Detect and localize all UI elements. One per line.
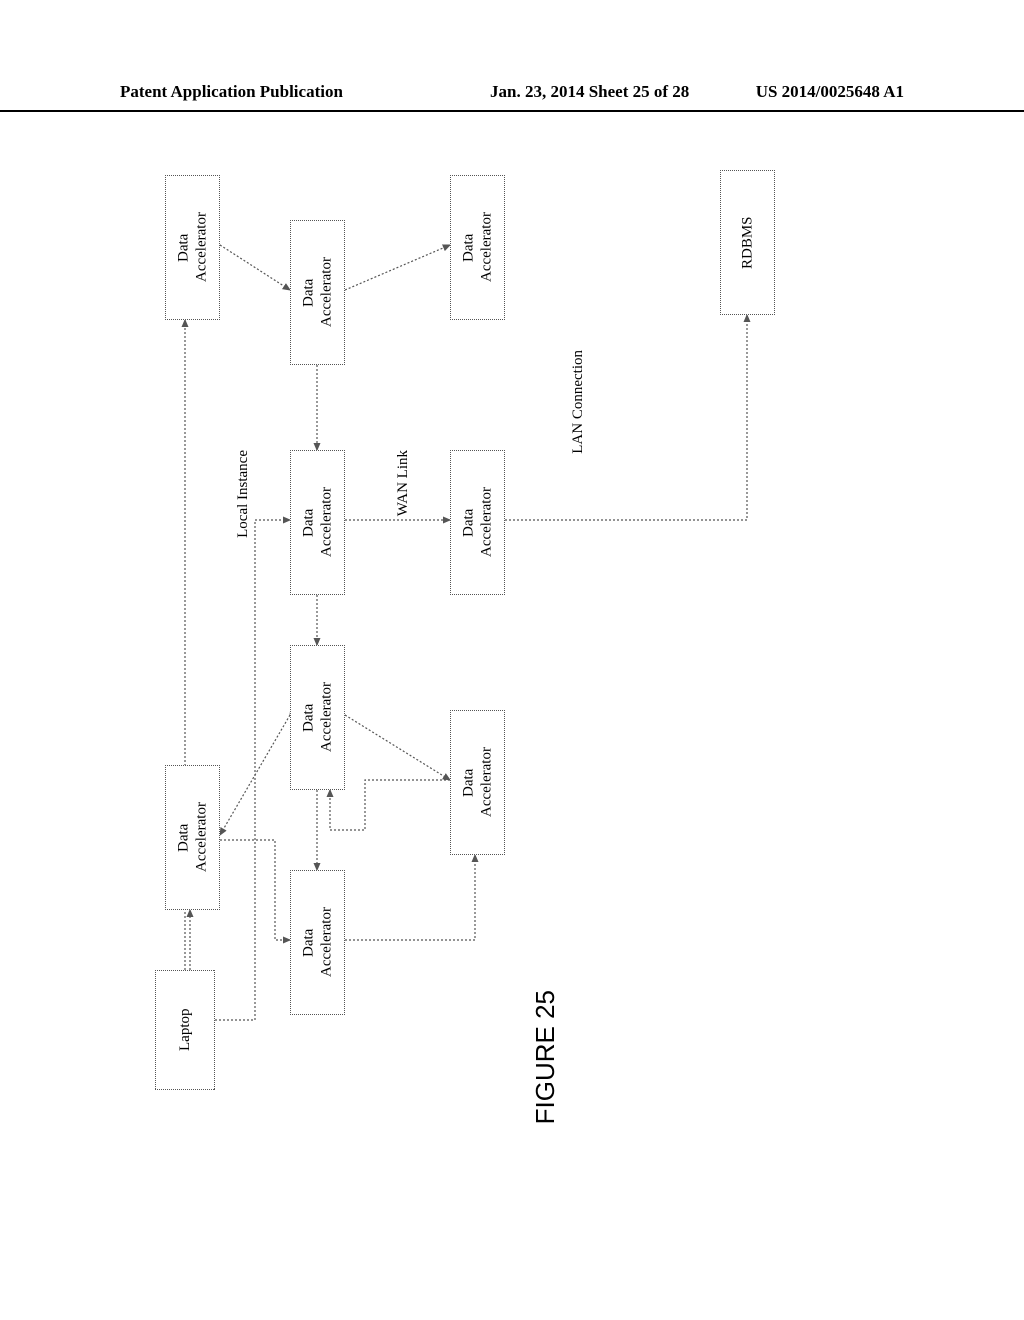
node-da_bl: DataAccelerator: [165, 765, 220, 910]
page: Patent Application Publication Jan. 23, …: [0, 0, 1024, 1320]
node-label: DataAccelerator: [300, 488, 336, 558]
edge: [505, 315, 747, 520]
edge-label: LAN Connection: [570, 350, 587, 454]
edge: [215, 520, 290, 1020]
edge: [220, 245, 290, 290]
node-da_tl: DataAccelerator: [165, 175, 220, 320]
page-header: Patent Application Publication Jan. 23, …: [0, 82, 1024, 112]
edge-label: WAN Link: [395, 450, 412, 516]
node-label: DataAccelerator: [300, 908, 336, 978]
node-label: DataAccelerator: [460, 213, 496, 283]
node-da_br: DataAccelerator: [290, 870, 345, 1015]
node-label: DataAccelerator: [175, 213, 211, 283]
node-label: DataAccelerator: [460, 488, 496, 558]
node-label: DataAccelerator: [460, 748, 496, 818]
edge: [345, 245, 450, 290]
header-left-text: Patent Application Publication: [120, 82, 343, 102]
node-da_tr: DataAccelerator: [450, 175, 505, 320]
node-label: RDBMS: [739, 216, 757, 269]
edge: [220, 715, 290, 835]
edge: [345, 855, 475, 940]
node-label: DataAccelerator: [300, 683, 336, 753]
node-da_r: DataAccelerator: [450, 710, 505, 855]
edge: [345, 715, 450, 780]
figure-label: FIGURE 25: [530, 990, 561, 1124]
edge: [220, 840, 290, 940]
node-da_c: DataAccelerator: [290, 645, 345, 790]
node-da_tm: DataAccelerator: [290, 220, 345, 365]
node-da_mr: DataAccelerator: [450, 450, 505, 595]
edge: [330, 780, 450, 830]
edge-label: Local Instance: [235, 450, 252, 538]
header-right-text: US 2014/0025648 A1: [756, 82, 904, 102]
node-label: Laptop: [176, 1009, 194, 1052]
edges-layer: [120, 150, 904, 1150]
header-mid-text: Jan. 23, 2014 Sheet 25 of 28: [490, 82, 689, 102]
node-laptop: Laptop: [155, 970, 215, 1090]
node-rdbms: RDBMS: [720, 170, 775, 315]
node-label: DataAccelerator: [300, 258, 336, 328]
node-da_ml: DataAccelerator: [290, 450, 345, 595]
flowchart-diagram: FIGURE 25 Laptop DataAccelerator DataAccel…: [120, 150, 904, 1150]
node-label: DataAccelerator: [175, 803, 211, 873]
